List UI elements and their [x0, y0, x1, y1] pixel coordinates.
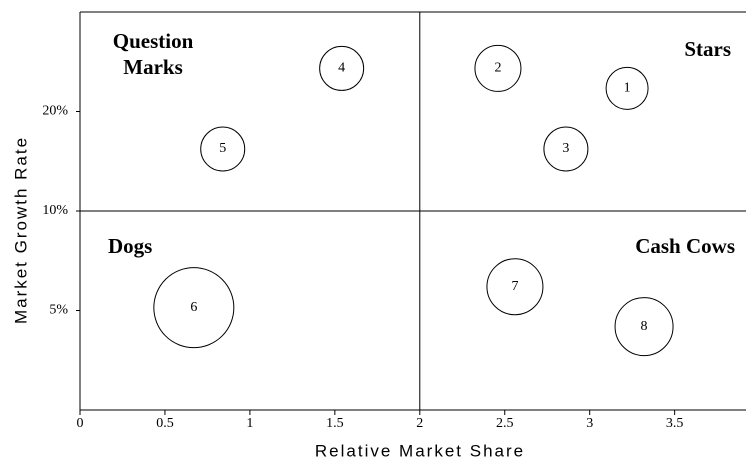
x-tick-label: 1.5 [326, 416, 344, 431]
bubble [319, 45, 365, 91]
y-tick-label: 5% [49, 303, 68, 318]
bubble [543, 126, 589, 172]
y-axis-title: Market Growth Rate [11, 136, 30, 324]
quadrant-label: Dogs [108, 234, 153, 258]
bubble [153, 267, 235, 349]
quadrant-label: Question Marks [112, 29, 194, 79]
x-tick-label: 0 [77, 416, 84, 431]
bubble [605, 66, 649, 110]
bubble [200, 126, 246, 172]
bubble-label: 5 [219, 141, 226, 156]
x-tick-label: 2 [416, 416, 423, 431]
bubble-label: 4 [338, 61, 345, 76]
x-tick-label: 1 [246, 416, 253, 431]
bubble-label: 2 [494, 61, 501, 76]
bubble [614, 297, 674, 357]
x-axis-title: Relative Market Share [315, 441, 525, 460]
quadrant-label: Stars [684, 37, 731, 61]
y-tick-label: 10% [42, 203, 68, 218]
x-tick-label: 2.5 [496, 416, 514, 431]
bubble-label: 1 [624, 81, 631, 96]
x-tick-label: 3 [586, 416, 593, 431]
x-tick-label: 3.5 [666, 416, 684, 431]
bubble-label: 7 [511, 279, 518, 294]
bubble [474, 44, 522, 92]
bubble [486, 258, 544, 316]
bubble-label: 6 [190, 300, 197, 315]
x-tick-label: 0.5 [156, 416, 174, 431]
quadrant-label: Cash Cows [635, 234, 735, 258]
bubble-label: 8 [641, 319, 648, 334]
y-tick-label: 20% [42, 104, 68, 119]
bubble-label: 3 [562, 141, 569, 156]
